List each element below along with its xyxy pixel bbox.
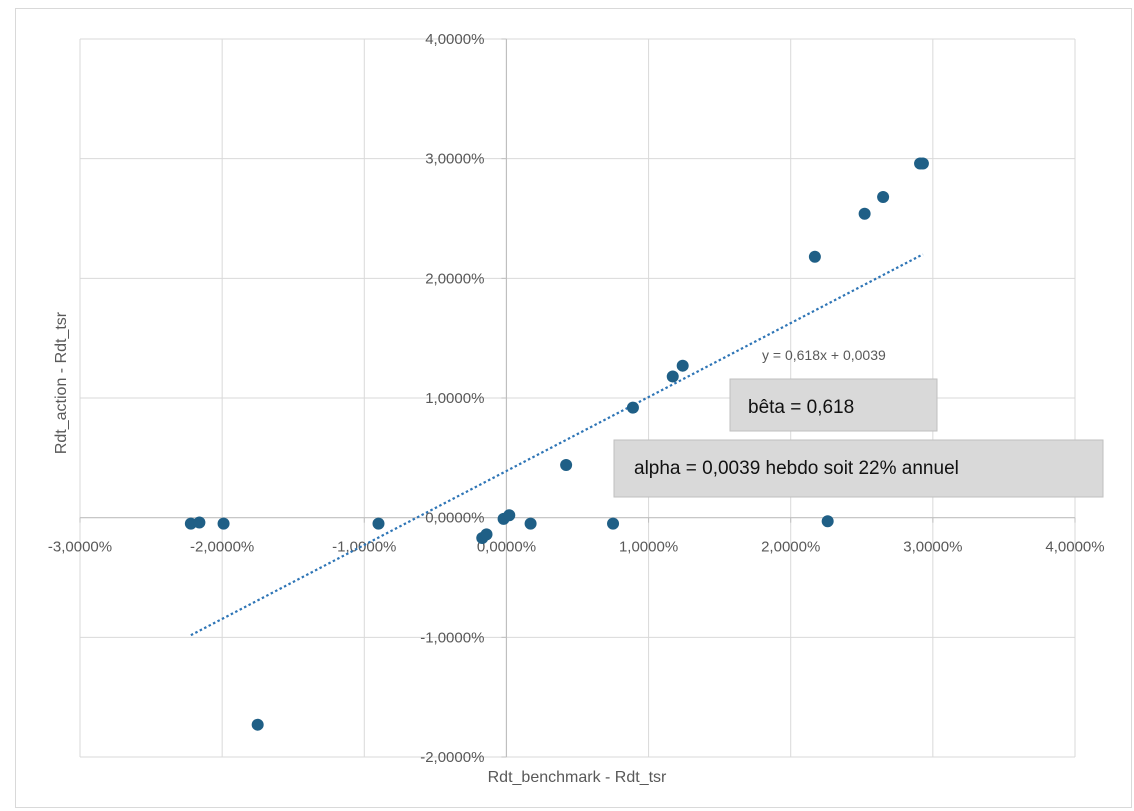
x-tick-label: 1,0000% <box>619 539 678 556</box>
data-point <box>666 370 679 383</box>
data-point <box>193 516 206 529</box>
data-point <box>808 250 821 263</box>
x-axis-title: Rdt_benchmark - Rdt_tsr <box>488 769 667 786</box>
data-point <box>858 207 871 220</box>
data-points <box>184 157 929 731</box>
x-tick-label: 2,0000% <box>761 539 820 556</box>
x-tick-label: 3,0000% <box>903 539 962 556</box>
data-point <box>560 459 573 472</box>
alpha-annotation-box <box>613 439 1104 498</box>
alpha-annotation: alpha = 0,0039 hebdo soit 22% annuel <box>634 458 959 479</box>
data-point <box>916 157 929 170</box>
x-tick-label: 0,0000% <box>477 539 536 556</box>
data-point <box>524 517 537 530</box>
trendline-equation: y = 0,618x + 0,0039 <box>762 347 886 363</box>
x-tick-label: -1,0000% <box>332 539 396 556</box>
x-tick-label: -2,0000% <box>190 539 254 556</box>
data-point <box>480 528 493 541</box>
y-tick-label: 0,0000% <box>425 510 484 527</box>
x-tick-label: -3,0000% <box>48 539 112 556</box>
data-point <box>503 509 516 522</box>
tick-labels: -3,0000% -2,0000% -1,0000% 0,0000% 1,0000% 2,… <box>48 31 1105 766</box>
data-point <box>821 515 834 528</box>
y-tick-label: 1,0000% <box>425 390 484 407</box>
beta-annotation: bêta = 0,618 <box>748 397 854 418</box>
y-axis-title: Rdt_action - Rdt_tsr <box>53 311 70 454</box>
chart-area <box>15 8 1132 808</box>
data-point <box>372 517 385 530</box>
data-point <box>676 359 689 372</box>
x-tick-label: 4,0000% <box>1045 539 1104 556</box>
y-tick-label: 3,0000% <box>425 151 484 168</box>
y-tick-label: -2,0000% <box>420 749 484 766</box>
data-point <box>251 718 264 731</box>
gridlines <box>79 38 1076 758</box>
y-tick-label: 2,0000% <box>425 270 484 287</box>
beta-annotation-box <box>729 378 938 432</box>
data-point <box>626 401 639 414</box>
data-point <box>217 517 230 530</box>
data-point <box>607 517 620 530</box>
y-tick-label: -1,0000% <box>420 629 484 646</box>
data-point <box>877 190 890 203</box>
y-tick-label: 4,0000% <box>425 31 484 48</box>
